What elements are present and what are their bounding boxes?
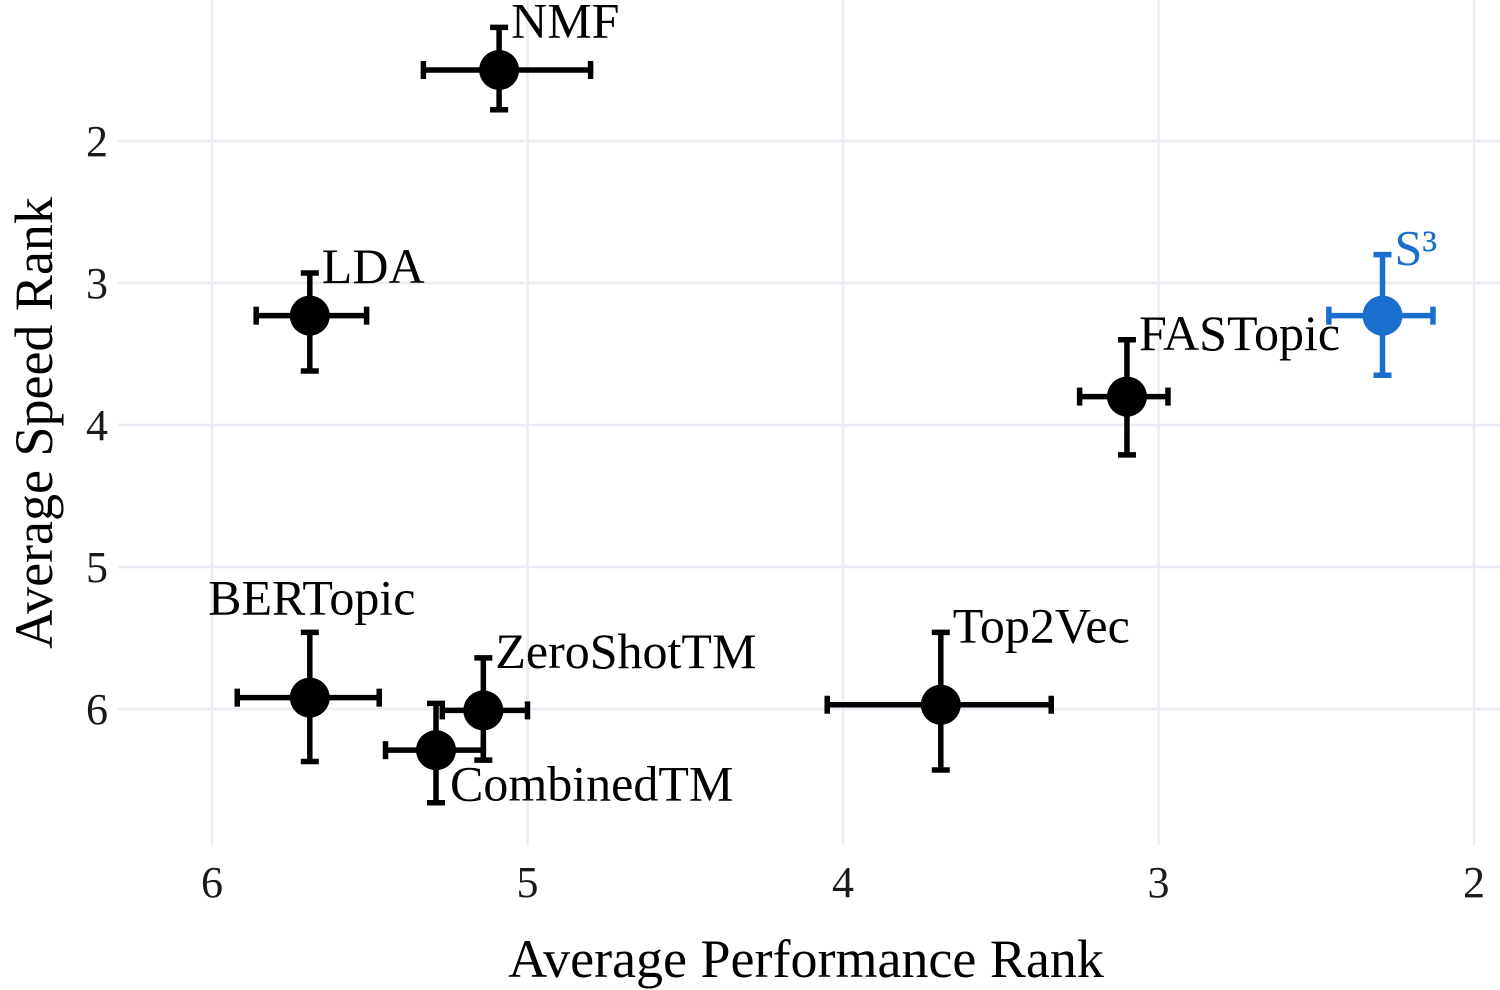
- x-tick-label: 4: [832, 858, 854, 907]
- point-label: LDA: [322, 238, 425, 294]
- point-top2vec: Top2Vec: [824, 597, 1130, 773]
- y-tick-label: 4: [86, 401, 108, 450]
- x-tick-label: 5: [517, 858, 539, 907]
- y-tick-label: 3: [86, 259, 108, 308]
- x-axis-title: Average Performance Rank: [508, 929, 1104, 989]
- point-nmf: NMF: [420, 0, 619, 113]
- point-marker: [1362, 295, 1403, 336]
- point-marker: [463, 690, 504, 731]
- point-zeroshottm: ZeroShotTM: [439, 623, 756, 763]
- point-label: NMF: [511, 0, 619, 48]
- point-marker: [416, 730, 457, 771]
- axis-ticks: 6 5 4 3 2 2 3 4 5 6: [86, 117, 1485, 907]
- point-label: BERTopic: [208, 569, 415, 625]
- gridlines: [118, 0, 1500, 845]
- point-marker: [289, 295, 330, 336]
- point-bertopic: BERTopic: [208, 569, 415, 765]
- point-s-: S³: [1326, 220, 1438, 379]
- x-tick-label: 2: [1463, 858, 1485, 907]
- point-combinedtm: CombinedTM: [382, 700, 733, 812]
- point-fastopic: FASTopic: [1076, 305, 1340, 458]
- point-label: Top2Vec: [953, 597, 1130, 653]
- point-marker: [479, 50, 520, 90]
- point-marker: [289, 677, 330, 718]
- y-axis-title: Average Speed Rank: [4, 197, 64, 649]
- point-label: CombinedTM: [450, 756, 733, 812]
- point-label: FASTopic: [1139, 305, 1340, 361]
- x-tick-label: 3: [1148, 858, 1170, 907]
- x-tick-label: 6: [201, 858, 223, 907]
- point-marker: [1106, 376, 1147, 417]
- point-lda: LDA: [253, 238, 425, 374]
- point-label: ZeroShotTM: [495, 623, 756, 679]
- y-tick-label: 6: [86, 685, 108, 734]
- point-label: S³: [1395, 220, 1438, 276]
- point-marker: [920, 684, 961, 725]
- y-tick-label: 2: [86, 117, 108, 166]
- y-tick-label: 5: [86, 543, 108, 592]
- data-points: NMF LDA S³ FASTopic BERTopic ZeroShotTM Combin…: [208, 0, 1437, 812]
